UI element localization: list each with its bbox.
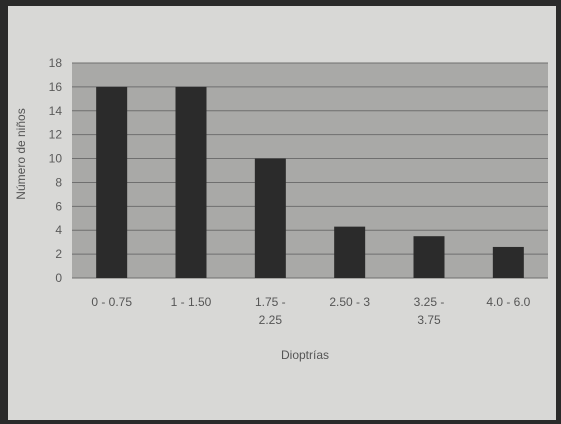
bar <box>334 226 366 278</box>
x-tick-label: 1.75 -2.25 <box>255 295 286 327</box>
x-axis-title: Dioptrías <box>281 348 329 362</box>
bars <box>96 86 524 278</box>
plot-area <box>72 62 548 279</box>
x-tick-label: 1 - 1.50 <box>171 295 212 309</box>
y-tick-label: 18 <box>49 56 63 70</box>
plot-background <box>72 63 548 278</box>
bar <box>175 86 207 278</box>
x-axis-ticks: 0 - 0.75 1 - 1.50 1.75 -2.25 2.50 - 3 3.25 -… <box>91 295 530 327</box>
bar <box>96 86 128 278</box>
x-tick-label: 2.50 - 3 <box>329 295 370 309</box>
y-axis-title: Número de niños <box>14 108 28 199</box>
y-axis-ticks: 0 2 4 6 8 10 12 14 16 18 <box>49 56 63 285</box>
chart-page: 0 2 4 6 8 10 12 14 16 18 0 - 0.75 1 - 1.50 1.75 -2.… <box>8 6 556 420</box>
bar <box>413 236 445 278</box>
bar-chart: 0 2 4 6 8 10 12 14 16 18 0 - 0.75 1 - 1.50 1.75 -2.… <box>14 56 548 362</box>
x-tick-label: 4.0 - 6.0 <box>486 295 530 309</box>
y-tick-label: 12 <box>49 128 63 142</box>
y-tick-label: 16 <box>49 80 63 94</box>
bar <box>254 158 286 278</box>
y-tick-label: 14 <box>49 104 63 118</box>
y-tick-label: 10 <box>49 152 63 166</box>
y-tick-label: 6 <box>55 199 62 213</box>
y-tick-label: 0 <box>55 271 62 285</box>
y-tick-label: 4 <box>55 223 62 237</box>
x-tick-label: 3.25 -3.75 <box>414 295 445 327</box>
x-tick-label: 0 - 0.75 <box>91 295 132 309</box>
y-tick-label: 8 <box>55 175 62 189</box>
bar <box>492 246 524 278</box>
y-tick-label: 2 <box>55 247 62 261</box>
